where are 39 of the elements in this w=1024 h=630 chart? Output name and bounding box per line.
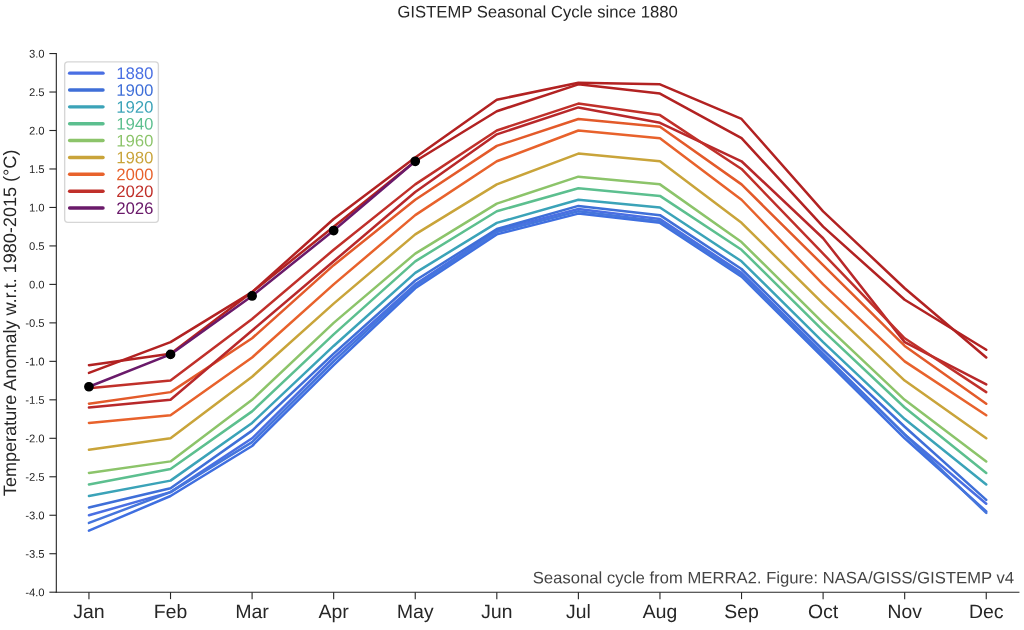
x-tick-label: Jun <box>481 604 512 619</box>
y-axis-title: Temperature Anomaly w.r.t. 1980-2015 (°C) <box>2 150 20 496</box>
x-tick-label: Dec <box>970 604 1004 619</box>
x-tick-label: May <box>398 604 434 623</box>
y-tick-label: 1.0 <box>29 203 45 212</box>
x-tick-label: Mar <box>236 604 269 619</box>
x-tick-label: Apr <box>318 604 349 623</box>
y-tick-label: -4.0 <box>25 588 45 597</box>
y-tick-label: 2.5 <box>29 88 45 97</box>
y-tick-label: 0.0 <box>29 280 45 289</box>
y-tick-label: -0.5 <box>25 319 45 328</box>
legend-label: 1980 <box>117 151 153 164</box>
legend-label: 1900 <box>117 84 153 96</box>
legend-label: 1880 <box>117 67 153 80</box>
y-tick-label: -2.0 <box>25 434 45 443</box>
x-tick-label: Oct <box>808 604 839 619</box>
legend-label: 1960 <box>117 134 153 147</box>
legend-label: 1920 <box>117 101 153 113</box>
x-tick-label: Sep <box>725 604 759 623</box>
legend-label: 1940 <box>117 117 153 130</box>
y-tick-label: -1.0 <box>25 357 45 366</box>
x-tick-label: Feb <box>155 604 187 619</box>
y-tick-label: -3.5 <box>25 549 45 558</box>
x-tick-label: Jan <box>73 604 104 619</box>
x-tick-label: Nov <box>888 604 922 619</box>
y-tick-label: 1.5 <box>29 165 45 174</box>
y-tick-label: -2.5 <box>25 473 45 481</box>
y-tick-label: 2.0 <box>29 126 45 135</box>
chart-title: GISTEMP Seasonal Cycle since 1880 <box>398 5 678 21</box>
y-tick-label: -3.0 <box>25 511 45 520</box>
annotation: Seasonal cycle from MERRA2. Figure: NASA/GISS/GISTEMP v4 <box>533 571 1014 587</box>
legend-label: 2026 <box>117 202 153 215</box>
legend-label: 2020 <box>117 185 153 198</box>
y-tick-label: 0.5 <box>29 242 45 251</box>
y-tick-label: 3.0 <box>29 49 45 58</box>
x-tick-label: Jul <box>566 604 590 619</box>
legend-label: 2000 <box>117 168 153 181</box>
x-tick-label: Aug <box>642 604 677 623</box>
y-tick-label: -1.5 <box>25 396 45 404</box>
